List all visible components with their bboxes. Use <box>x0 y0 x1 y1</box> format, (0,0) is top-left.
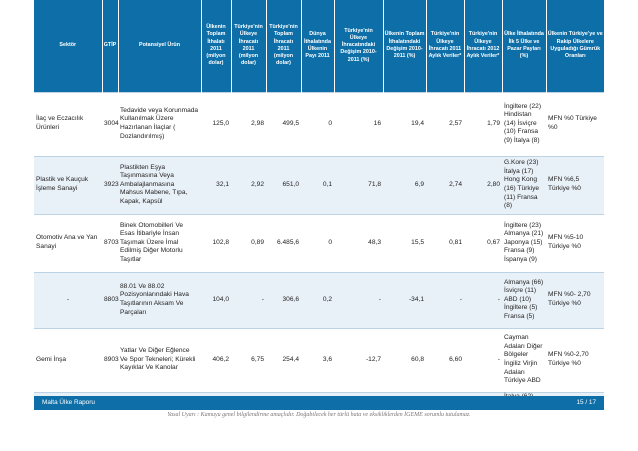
value-cell: 15,5 <box>383 213 426 272</box>
header-import-change: Ülkenin Toplam İthalatındaki Değişim 201… <box>383 0 427 92</box>
value-cell: 2,80 <box>464 155 502 214</box>
value-cell: 0,89 <box>231 213 266 272</box>
value-cell: 2,92 <box>231 155 266 214</box>
top5-cell: Cayman Adaları Diğer Bölgeler İngiliz Vi… <box>502 327 546 392</box>
table-row: İlaç ve Eczacılık Ürünleri 3004 Tedavide… <box>34 91 604 156</box>
value-cell: 306,6 <box>266 271 301 328</box>
value-cell: 71,8 <box>334 155 383 214</box>
header-top5-countries: Ülke İthalatında İlk 5 Ülke ve Pazar Pay… <box>502 0 547 92</box>
gtip-cell: 3923 <box>102 155 119 214</box>
header-monthly-2011: Türkiye'nin Ülkeye İhracatı 2011 Aylık V… <box>426 0 465 92</box>
footer-bar: Malta Ülke Raporu 15 / 17 <box>34 396 604 410</box>
value-cell: 0 <box>301 91 334 156</box>
gtip-cell: 8803 <box>102 271 119 328</box>
sector-cell: Plastik ve Kauçuk İşleme Sanayi <box>34 155 102 214</box>
value-cell: 32,1 <box>201 155 231 214</box>
header-sector: Sektör <box>34 0 103 92</box>
table-row: Otomotiv Ana ve Yan Sanayi 8703 Binek Ot… <box>34 213 604 272</box>
value-cell: 2,57 <box>426 91 464 156</box>
top5-cell: İngiltere (23) Almanya (21) Japonya (15)… <box>502 213 546 272</box>
value-cell: 48,3 <box>334 213 383 272</box>
tariff-cell: MFN %5-10 Türkiye %0 <box>546 213 604 272</box>
top5-cell: G.Kore (23) İtalya (17) Hong Kong (16) T… <box>502 155 546 214</box>
value-cell: 6,60 <box>426 327 464 392</box>
value-cell: 6,9 <box>383 155 426 214</box>
value-cell: 0,81 <box>426 213 464 272</box>
table-row: - 8803 88.01 Ve 88.02 Pozisyonlarındaki … <box>34 271 604 328</box>
value-cell: 102,8 <box>201 213 231 272</box>
product-cell: Plastikten Eşya Taşınmasına Veya Ambalaj… <box>118 155 201 214</box>
table-header-row: Sektör GTİP Potansiyel Ürün Ülkenin Topl… <box>34 0 604 92</box>
header-export-change: Türkiye'nin Ülkeye İhracatındaki Değişim… <box>334 0 384 92</box>
product-cell: Yatlar Ve Diğer Eğlence Ve Spor Tekneler… <box>118 327 201 392</box>
header-world-import-share: Dünya İthalatında Ülkenin Payı 2011 <box>301 0 335 92</box>
product-cell: Tedavide veya Korunmada Kullanılmak Üzer… <box>118 91 201 156</box>
gtip-cell: 8703 <box>102 213 119 272</box>
sector-cell: Gemi İnşa <box>34 327 102 392</box>
page-number: 15 / 17 <box>576 399 596 406</box>
top5-cell: Almanya (66) İsviçre (11) ABD (10) İngil… <box>502 271 546 328</box>
value-cell: 125,0 <box>201 91 231 156</box>
product-cell: Binek Otomobilleri Ve Esas İtibariyle İn… <box>118 213 201 272</box>
value-cell: -12,7 <box>334 327 383 392</box>
header-turkey-exports-to-country: Türkiye'nin Ülkeye İhracatı 2011 (milyon… <box>231 0 267 92</box>
value-cell: 0 <box>301 213 334 272</box>
value-cell: 1,79 <box>464 91 502 156</box>
value-cell: - <box>464 271 502 328</box>
sector-cell: - <box>34 271 102 328</box>
value-cell: - <box>231 271 266 328</box>
tariff-cell: MFN %0 Türkiye %0 <box>546 91 604 156</box>
top5-cell: İngiltere (22) Hindistan (14) İsviçre (1… <box>502 91 546 156</box>
header-turkey-total-exports: Türkiye'nin Toplam İhracatı 2011 (milyon… <box>266 0 302 92</box>
legal-disclaimer: Yasal Uyarı : Kamuyu genel bilgilendirme… <box>167 412 471 418</box>
value-cell: 651,0 <box>266 155 301 214</box>
value-cell: 499,5 <box>266 91 301 156</box>
value-cell: 6,75 <box>231 327 266 392</box>
value-cell: 2,74 <box>426 155 464 214</box>
trade-table: Sektör GTİP Potansiyel Ürün Ülkenin Topl… <box>34 0 604 403</box>
header-monthly-2012: Türkiye'nin Ülkeye İhracatı 2012 Aylık V… <box>464 0 503 92</box>
tariff-cell: MFN %0- 2,70 Türkiye %0 <box>546 271 604 328</box>
gtip-cell: 3004 <box>102 91 119 156</box>
value-cell: 6.485,6 <box>266 213 301 272</box>
value-cell: 0,67 <box>464 213 502 272</box>
tariff-cell: MFN %0-2,70 Türkiye %0 <box>546 327 604 392</box>
sector-cell: Otomotiv Ana ve Yan Sanayi <box>34 213 102 272</box>
header-gtip: GTİP <box>102 0 119 92</box>
value-cell: 104,0 <box>201 271 231 328</box>
value-cell: 16 <box>334 91 383 156</box>
value-cell: 60,8 <box>383 327 426 392</box>
value-cell: 19,4 <box>383 91 426 156</box>
header-country-imports: Ülkenin Toplam İthalatı 2011 (milyon dol… <box>201 0 232 92</box>
value-cell: - <box>334 271 383 328</box>
value-cell: - <box>464 327 502 392</box>
value-cell: 254,4 <box>266 327 301 392</box>
value-cell: - <box>426 271 464 328</box>
value-cell: 3,6 <box>301 327 334 392</box>
tariff-cell: MFN %6,5 Türkiye %0 <box>546 155 604 214</box>
header-product: Potansiyel Ürün <box>118 0 202 92</box>
product-cell: 88.01 Ve 88.02 Pozisyonlarındaki Hava Ta… <box>118 271 201 328</box>
report-title: Malta Ülke Raporu <box>42 399 95 406</box>
value-cell: 2,98 <box>231 91 266 156</box>
value-cell: 0,2 <box>301 271 334 328</box>
table-row: Plastik ve Kauçuk İşleme Sanayi 3923 Pla… <box>34 155 604 214</box>
value-cell: 0,1 <box>301 155 334 214</box>
table-row: Gemi İnşa 8903 Yatlar Ve Diğer Eğlence V… <box>34 327 604 392</box>
header-tariffs: Ülkenin Türkiye'ye ve Rakip Ülkelere Uyg… <box>546 0 604 92</box>
value-cell: -34,1 <box>383 271 426 328</box>
value-cell: 406,2 <box>201 327 231 392</box>
gtip-cell: 8903 <box>102 327 119 392</box>
sector-cell: İlaç ve Eczacılık Ürünleri <box>34 91 102 156</box>
